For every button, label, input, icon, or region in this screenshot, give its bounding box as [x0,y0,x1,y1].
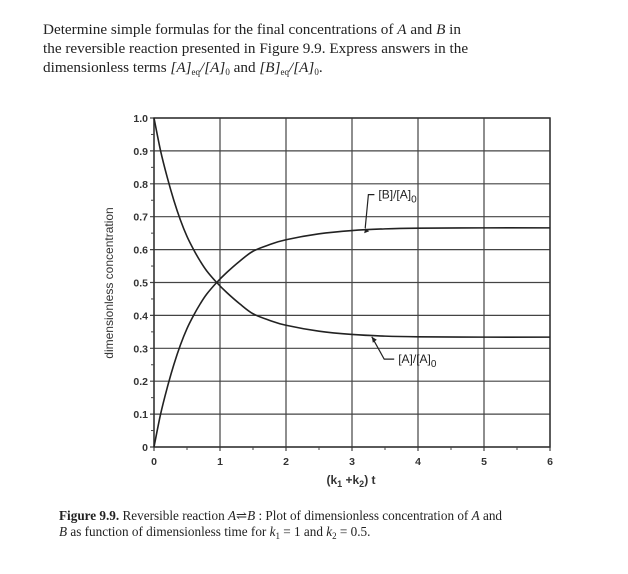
chart-grid [150,117,551,451]
figure: 0 0.1 0.2 0.3 0.4 0.5 0.6 0.7 0.8 0.9 1.0 0 1 2 3 4 5 6 [… [0,100,628,500]
y-tick-label: 0.7 [133,212,148,224]
label-b-over-a0: [B]/[A]0 [378,188,417,206]
chart-ticks: 0 0.1 0.2 0.3 0.4 0.5 0.6 0.7 0.8 0.9 1.0 0 1 2 3 4 5 6 [133,113,553,468]
curve-b-over-a0 [153,227,551,448]
y-tick-label: 0.2 [133,376,148,388]
label-a-over-a0: [A]/[A]0 [398,352,437,370]
problem-line-3: dimensionless terms [A]eq/[A]0 and [B]eq… [43,59,323,77]
x-axis-title: (k1 +k2) t [326,473,375,489]
figure-caption: Figure 9.9. Reversible reaction A⇌B : Pl… [59,508,503,541]
problem-statement: Determine simple formulas for the final … [43,20,603,82]
problem-line-2: the reversible reaction presented in Fig… [43,40,469,57]
plot-frame [153,117,551,448]
arrowhead-icon [371,336,377,343]
y-axis-title: dimensionless concentration [102,207,116,358]
leader-line [364,194,375,229]
y-tick-label: 0.3 [133,343,148,355]
x-tick-label: 5 [481,456,487,468]
leader-line [371,336,395,360]
x-tick-label: 1 [217,456,223,468]
arrowhead-icon [364,228,370,234]
curve-a-over-a0 [153,117,551,338]
y-tick-label: 0.5 [133,278,148,290]
line-chart: 0 0.1 0.2 0.3 0.4 0.5 0.6 0.7 0.8 0.9 1.0 0 1 2 3 4 5 6 [… [102,113,553,489]
chart-curves [153,117,551,448]
y-tick-label: 0.6 [133,245,148,257]
subscript: 0 [431,359,437,370]
y-tick-label: 0.9 [133,146,148,158]
y-tick-label: 0.4 [133,310,148,322]
y-tick-label: 1.0 [133,113,148,125]
x-tick-label: 4 [415,456,421,468]
y-tick-label: 0.8 [133,179,148,191]
y-tick-label: 0.1 [133,409,148,421]
chart-annotations: [B]/[A]0 [A]/[A]0 [364,188,437,370]
x-tick-label: 6 [547,456,553,468]
x-tick-label: 0 [151,456,157,468]
subscript: 0 [411,195,417,206]
x-tick-label: 2 [283,456,289,468]
equilibrium-arrow-icon: ⇌ [236,508,248,523]
x-tick-label: 3 [349,456,355,468]
problem-line-1: Determine simple formulas for the final … [43,21,461,38]
y-tick-label: 0 [142,442,148,454]
